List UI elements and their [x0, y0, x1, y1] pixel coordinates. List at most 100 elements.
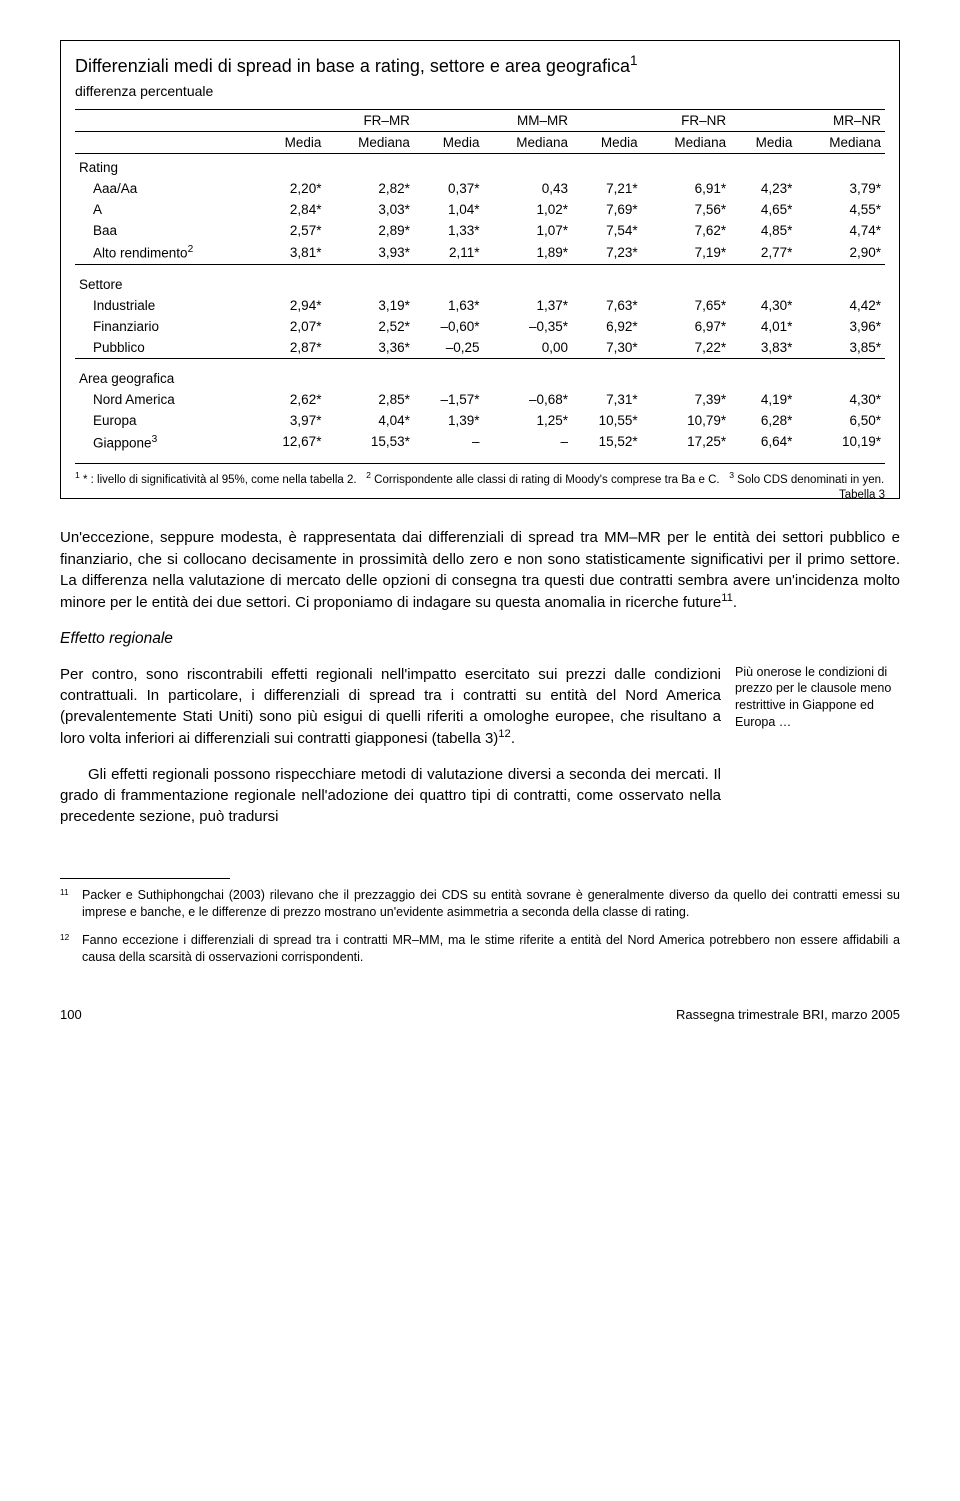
table-cell: 7,62*: [642, 220, 730, 241]
table-cell: 7,65*: [642, 295, 730, 316]
margin-note: Più onerose le condizioni di prezzo per …: [721, 664, 900, 732]
table-cell: –0,25: [414, 337, 484, 359]
table-cell: 1,33*: [414, 220, 484, 241]
footnote: 12Fanno eccezione i differenziali di spr…: [60, 932, 900, 967]
table-cell: 3,79*: [796, 178, 885, 199]
table-cell: 2,90*: [796, 241, 885, 264]
table-row: Baa2,57*2,89*1,33*1,07*7,54*7,62*4,85*4,…: [75, 220, 885, 241]
sub-header: Mediana: [484, 132, 572, 154]
table-row: Alto rendimento23,81*3,93*2,11*1,89*7,23…: [75, 241, 885, 264]
table-cell: 4,19*: [730, 389, 796, 410]
paragraph-2b: Gli effetti regionali possono rispecchia…: [60, 764, 721, 828]
table-cell: 17,25*: [642, 431, 730, 454]
sub-header: Media: [572, 132, 642, 154]
row-label: Giappone3: [75, 431, 256, 454]
subheading-effetto-regionale: Effetto regionale: [60, 628, 900, 650]
table-cell: 1,37*: [484, 295, 572, 316]
table-cell: 1,39*: [414, 410, 484, 431]
table-cell: 2,94*: [256, 295, 326, 316]
table-cell: 4,04*: [325, 410, 413, 431]
group-header: FR–NR: [572, 110, 730, 132]
table-cell: 0,37*: [414, 178, 484, 199]
page-number: 100: [60, 1007, 82, 1022]
table-title: Differenziali medi di spread in base a r…: [75, 53, 885, 77]
table-cell: 1,04*: [414, 199, 484, 220]
table-cell: –1,57*: [414, 389, 484, 410]
table-cell: 7,22*: [642, 337, 730, 359]
table-cell: 6,64*: [730, 431, 796, 454]
table-row: Finanziario2,07*2,52*–0,60*–0,35*6,92*6,…: [75, 316, 885, 337]
table-cell: 7,56*: [642, 199, 730, 220]
section-label: Settore: [75, 271, 885, 295]
table-cell: –0,68*: [484, 389, 572, 410]
table-cell: 4,23*: [730, 178, 796, 199]
section-label: Area geografica: [75, 365, 885, 389]
row-label: Industriale: [75, 295, 256, 316]
table-cell: 3,96*: [796, 316, 885, 337]
table-cell: 2,89*: [325, 220, 413, 241]
table-cell: 7,63*: [572, 295, 642, 316]
table-cell: 3,85*: [796, 337, 885, 359]
table-cell: 15,52*: [572, 431, 642, 454]
table-cell: 7,23*: [572, 241, 642, 264]
table-cell: 7,19*: [642, 241, 730, 264]
blank-header: [75, 110, 256, 132]
paragraph-1-text: Un'eccezione, seppure modesta, è rappres…: [60, 529, 900, 611]
table-row: A2,84*3,03*1,04*1,02*7,69*7,56*4,65*4,55…: [75, 199, 885, 220]
sub-header: Media: [730, 132, 796, 154]
footnote-text: Packer e Suthiphongchai (2003) rilevano …: [82, 887, 900, 922]
table-row: Industriale2,94*3,19*1,63*1,37*7,63*7,65…: [75, 295, 885, 316]
body-text-block: Un'eccezione, seppure modesta, è rappres…: [60, 527, 900, 827]
table-cell: 3,83*: [730, 337, 796, 359]
footnotes-block: 11Packer e Suthiphongchai (2003) rilevan…: [60, 887, 900, 967]
sub-header: Media: [414, 132, 484, 154]
paragraph-1: Un'eccezione, seppure modesta, è rappres…: [60, 527, 900, 613]
sub-header: Mediana: [796, 132, 885, 154]
table-cell: –0,35*: [484, 316, 572, 337]
spread-table-container: Differenziali medi di spread in base a r…: [60, 40, 900, 499]
paragraph-2a-sup: 12: [498, 728, 511, 740]
table-row: Aaa/Aa2,20*2,82*0,37*0,437,21*6,91*4,23*…: [75, 178, 885, 199]
table-cell: 6,91*: [642, 178, 730, 199]
spread-table: FR–MR MM–MR FR–NR MR–NR Media Mediana Me…: [75, 109, 885, 453]
table-cell: 7,54*: [572, 220, 642, 241]
table-cell: 12,67*: [256, 431, 326, 454]
table-cell: 4,55*: [796, 199, 885, 220]
row-label: Nord America: [75, 389, 256, 410]
table-cell: 10,55*: [572, 410, 642, 431]
table-cell: 3,36*: [325, 337, 413, 359]
table-cell: 3,81*: [256, 241, 326, 264]
table-cell: 3,93*: [325, 241, 413, 264]
row-label: Alto rendimento2: [75, 241, 256, 264]
table-title-text: Differenziali medi di spread in base a r…: [75, 56, 630, 76]
footer-source: Rassegna trimestrale BRI, marzo 2005: [676, 1007, 900, 1022]
group-header: FR–MR: [256, 110, 414, 132]
table-cell: 4,74*: [796, 220, 885, 241]
table-cell: 2,87*: [256, 337, 326, 359]
table-cell: –0,60*: [414, 316, 484, 337]
footnote-number: 12: [60, 932, 82, 967]
table-row: Giappone312,67*15,53*––15,52*17,25*6,64*…: [75, 431, 885, 454]
table-reference: Tabella 3: [839, 488, 885, 504]
footnote-rule: [60, 878, 230, 879]
table-cell: 4,30*: [730, 295, 796, 316]
sub-header: Mediana: [642, 132, 730, 154]
table-title-sup: 1: [630, 53, 638, 68]
table-cell: 7,21*: [572, 178, 642, 199]
table-cell: 1,07*: [484, 220, 572, 241]
table-cell: –: [414, 431, 484, 454]
table-cell: 7,31*: [572, 389, 642, 410]
table-row: Europa3,97*4,04*1,39*1,25*10,55*10,79*6,…: [75, 410, 885, 431]
table-cell: 1,25*: [484, 410, 572, 431]
table-cell: 3,03*: [325, 199, 413, 220]
table-cell: 4,30*: [796, 389, 885, 410]
table-footnote-text: 1 * : livello di significatività al 95%,…: [75, 474, 884, 486]
row-label: Europa: [75, 410, 256, 431]
table-cell: 2,20*: [256, 178, 326, 199]
table-cell: 7,69*: [572, 199, 642, 220]
table-row: Nord America2,62*2,85*–1,57*–0,68*7,31*7…: [75, 389, 885, 410]
paragraph-1-sup: 11: [721, 592, 733, 604]
table-cell: 2,57*: [256, 220, 326, 241]
table-cell: 2,77*: [730, 241, 796, 264]
table-cell: 2,07*: [256, 316, 326, 337]
